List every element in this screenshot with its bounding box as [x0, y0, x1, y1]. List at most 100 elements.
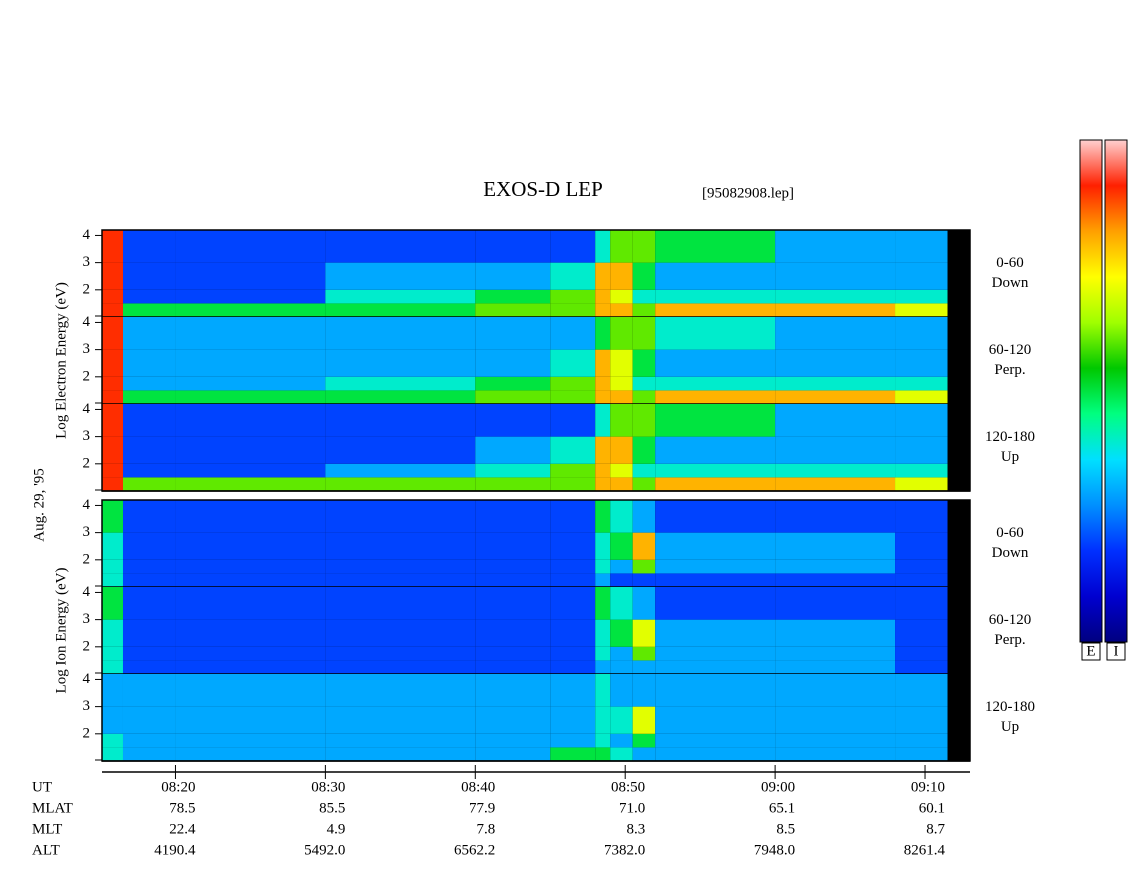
heatmap-cell — [895, 349, 948, 377]
heatmap-cell — [610, 573, 633, 587]
heatmap-cell — [655, 733, 776, 748]
ephemeris-label: MLT — [32, 821, 62, 837]
heatmap-cell — [122, 436, 176, 464]
heatmap-cell — [175, 660, 326, 674]
heatmap-cell — [610, 317, 633, 350]
heatmap-cell — [550, 349, 596, 377]
colorbar-label: I — [1114, 643, 1119, 659]
heatmap-cell — [595, 706, 611, 734]
heatmap-cell — [775, 619, 896, 647]
y-tick-label: 3 — [83, 341, 91, 357]
heatmap-cell — [175, 404, 326, 437]
heatmap-cell — [325, 349, 476, 377]
heatmap-cell — [610, 559, 633, 574]
heatmap-cell — [595, 559, 611, 574]
heatmap-cell — [102, 349, 123, 377]
heatmap-cell — [632, 262, 656, 290]
heatmap-cell — [610, 262, 633, 290]
heatmap-cell — [475, 404, 551, 437]
heatmap-cell — [102, 559, 123, 574]
heatmap-cell — [655, 573, 776, 587]
heatmap-cell — [102, 532, 123, 560]
heatmap-cell — [325, 674, 476, 707]
heatmap-cell — [610, 376, 633, 391]
ephemeris-label: ALT — [32, 842, 60, 858]
heatmap-cell — [610, 646, 633, 661]
heatmap-cell — [122, 317, 176, 350]
heatmap-cell — [655, 477, 776, 491]
y-tick-label: 2 — [83, 638, 91, 654]
heatmap-cell — [122, 619, 176, 647]
heatmap-cell — [655, 317, 776, 350]
heatmap-cell — [895, 573, 948, 587]
heatmap-cell — [610, 747, 633, 761]
heatmap-cell — [895, 706, 948, 734]
heatmap-cell — [775, 477, 896, 491]
ephemeris-value: 6562.2 — [454, 842, 495, 858]
heatmap-cell — [895, 390, 948, 404]
heatmap-cell — [122, 733, 176, 748]
y-tick-label: 2 — [83, 368, 91, 384]
heatmap-cell — [610, 303, 633, 317]
heatmap-cell — [655, 619, 776, 647]
heatmap-cell — [595, 660, 611, 674]
heatmap-cell — [102, 477, 123, 491]
heatmap-cell — [550, 500, 596, 533]
heatmap-cell — [325, 587, 476, 620]
heatmap-cell — [895, 747, 948, 761]
panel-label: 120-180 — [985, 699, 1035, 715]
heatmap-cell — [550, 646, 596, 661]
heatmap-cell — [895, 674, 948, 707]
heatmap-cell — [632, 317, 656, 350]
heatmap-cell — [655, 230, 776, 263]
panel-label: Up — [1001, 449, 1019, 465]
heatmap-cell — [475, 230, 551, 263]
ephemeris-value: 8.3 — [626, 821, 645, 837]
heatmap-cell — [325, 660, 476, 674]
heatmap-cell — [102, 660, 123, 674]
heatmap-cell — [595, 674, 611, 707]
heatmap-cell — [122, 674, 176, 707]
heatmap-cell — [895, 376, 948, 391]
heatmap-cell — [102, 317, 123, 350]
heatmap-cell — [775, 262, 896, 290]
heatmap-cell — [325, 463, 476, 478]
heatmap-cell — [325, 619, 476, 647]
heatmap-cell — [632, 674, 656, 707]
heatmap-cell — [610, 230, 633, 263]
heatmap-cell — [895, 230, 948, 263]
ephemeris-value: 77.9 — [469, 800, 495, 816]
ephemeris-label: MLAT — [32, 800, 73, 816]
heatmap-cell — [775, 587, 896, 620]
heatmap-cell — [632, 463, 656, 478]
heatmap-cell — [122, 660, 176, 674]
heatmap-cell — [655, 436, 776, 464]
heatmap-cell — [475, 646, 551, 661]
heatmap-cell — [175, 733, 326, 748]
heatmap-cell — [655, 559, 776, 574]
heatmap-cell — [122, 477, 176, 491]
heatmap-cell — [632, 303, 656, 317]
heatmap-cell — [325, 230, 476, 263]
heatmap-cell — [655, 532, 776, 560]
y-tick-label: 3 — [83, 254, 91, 270]
panel-label: Down — [992, 545, 1029, 561]
heatmap-cell — [655, 646, 776, 661]
group-label: Log Electron Energy (eV) — [53, 282, 69, 439]
heatmap-cell — [325, 390, 476, 404]
heatmap-cell — [895, 317, 948, 350]
x-tick-label: 08:30 — [311, 779, 345, 795]
ephemeris-value: 7948.0 — [754, 842, 795, 858]
heatmap-cell — [610, 587, 633, 620]
panel-label: 60-120 — [989, 612, 1032, 628]
heatmap-cell — [122, 573, 176, 587]
heatmap-cell — [632, 733, 656, 748]
heatmap-cell — [475, 660, 551, 674]
heatmap-cell — [325, 573, 476, 587]
y-tick-label: 3 — [83, 698, 91, 714]
chart-title: EXOS-D LEP — [483, 177, 603, 201]
heatmap-cell — [595, 573, 611, 587]
heatmap-cell — [655, 660, 776, 674]
heatmap-cell — [102, 303, 123, 317]
heatmap-cell — [475, 376, 551, 391]
